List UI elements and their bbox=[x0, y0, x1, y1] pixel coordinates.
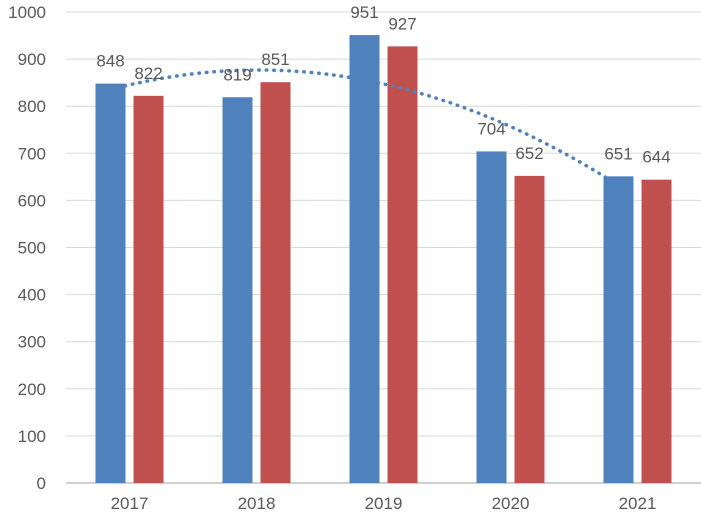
data-label: 651 bbox=[604, 144, 632, 163]
y-tick-label: 700 bbox=[18, 144, 46, 163]
bar-series-1-2020 bbox=[476, 151, 507, 483]
y-tick-label: 600 bbox=[18, 191, 46, 210]
x-tick-label: 2017 bbox=[111, 494, 149, 513]
x-tick-label: 2018 bbox=[238, 494, 276, 513]
bar-series-1-2017 bbox=[95, 83, 126, 483]
x-axis-ticks: 2017 2018 2019 2020 2021 bbox=[111, 494, 657, 513]
data-labels: 848 822 819 851 951 927 704 652 651 644 bbox=[96, 3, 670, 167]
data-label: 822 bbox=[134, 64, 162, 83]
y-tick-label: 300 bbox=[18, 333, 46, 352]
data-label: 652 bbox=[515, 144, 543, 163]
bar-series-1-2021 bbox=[603, 176, 634, 483]
data-label: 851 bbox=[261, 50, 289, 69]
bar-series-2-2018 bbox=[260, 82, 291, 483]
y-tick-label: 1000 bbox=[8, 3, 46, 22]
bar-series-2-2017 bbox=[133, 95, 164, 483]
grid-layer bbox=[66, 11, 701, 484]
data-label: 927 bbox=[388, 14, 416, 33]
y-tick-label: 400 bbox=[18, 286, 46, 305]
y-tick-label: 200 bbox=[18, 380, 46, 399]
bar-series-2-2019 bbox=[387, 46, 418, 484]
trendline bbox=[108, 68, 621, 188]
y-tick-label: 500 bbox=[18, 239, 46, 258]
data-label: 704 bbox=[477, 119, 505, 138]
bar-series-2-2021 bbox=[641, 179, 672, 483]
y-tick-label: 900 bbox=[18, 50, 46, 69]
bars bbox=[95, 35, 672, 484]
data-label: 848 bbox=[96, 52, 124, 71]
x-tick-label: 2020 bbox=[492, 494, 530, 513]
y-tick-label: 800 bbox=[18, 97, 46, 116]
y-axis-ticks: 0 100 200 300 400 500 600 700 800 900 1000 bbox=[8, 3, 46, 493]
y-tick-label: 0 bbox=[37, 474, 46, 493]
x-tick-label: 2019 bbox=[365, 494, 403, 513]
data-label: 644 bbox=[642, 148, 670, 167]
bar-series-1-2019 bbox=[349, 35, 380, 483]
x-tick-label: 2021 bbox=[619, 494, 657, 513]
y-tick-label: 100 bbox=[18, 427, 46, 446]
bar-series-1-2018 bbox=[222, 97, 253, 483]
data-label: 819 bbox=[223, 65, 251, 84]
trendline-layer bbox=[108, 68, 621, 188]
bar-series-2-2020 bbox=[514, 175, 545, 483]
data-label: 951 bbox=[350, 3, 378, 22]
